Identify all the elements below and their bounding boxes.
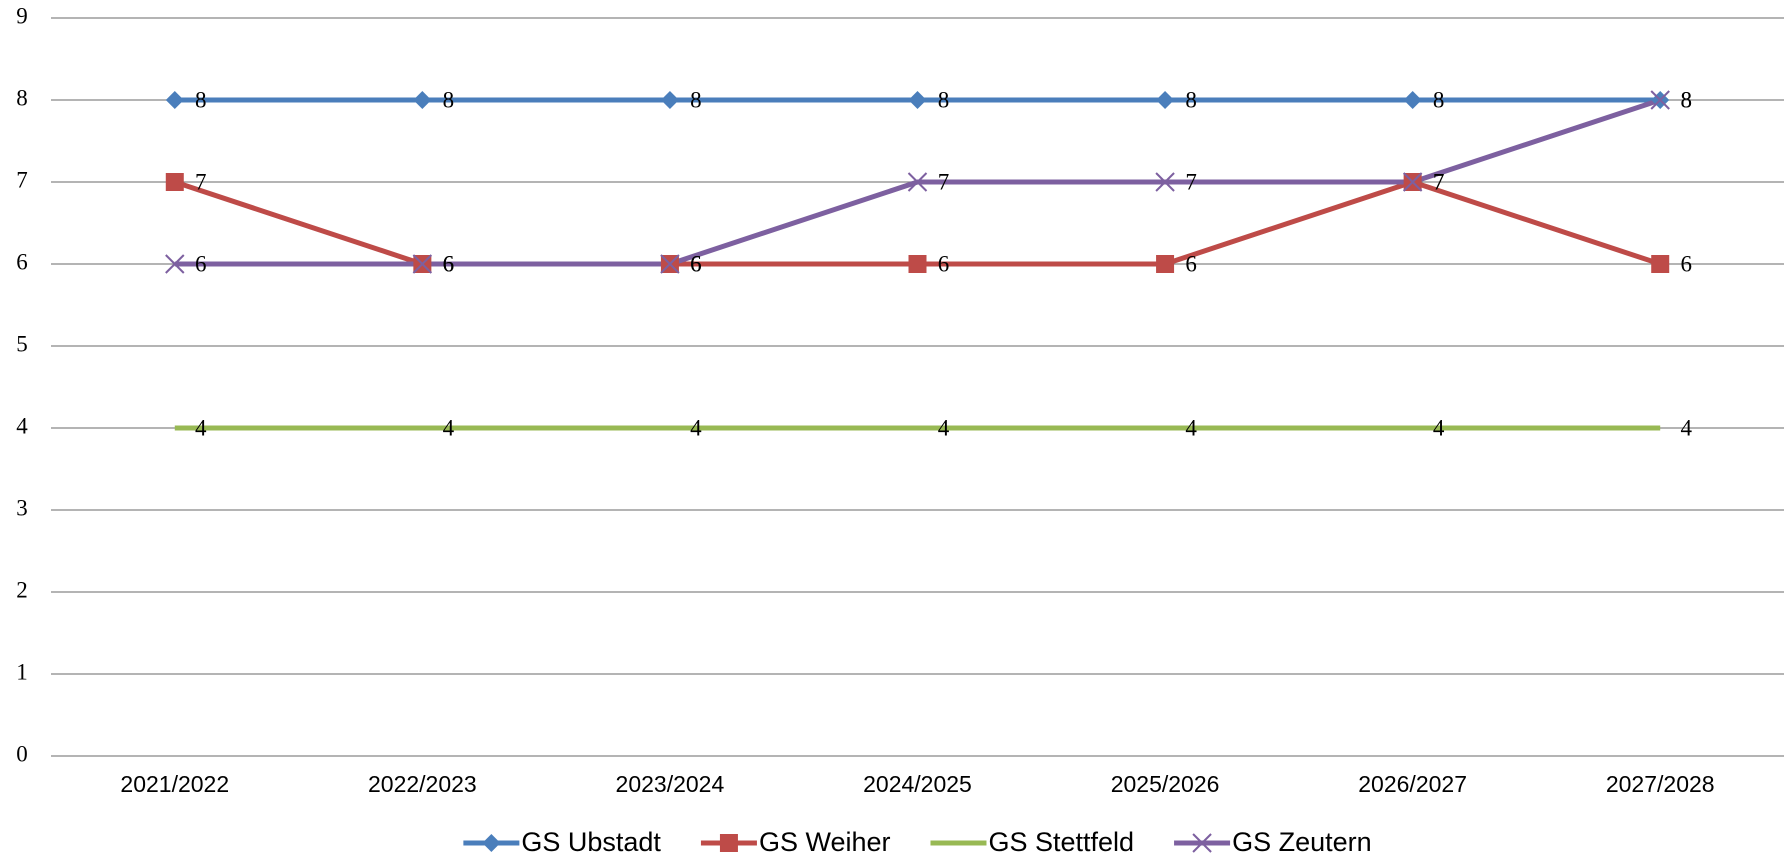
y-tick-label: 8 xyxy=(16,85,28,110)
data-label: 4 xyxy=(690,415,702,440)
data-point xyxy=(412,254,433,274)
data-label: 6 xyxy=(938,251,950,276)
legend-marker xyxy=(1192,833,1212,853)
data-label: 7 xyxy=(1433,169,1445,194)
data-point xyxy=(165,91,184,109)
data-point xyxy=(165,173,184,191)
data-point xyxy=(908,255,927,273)
legend-label: GS Weiher xyxy=(759,827,891,857)
x-tick-label: 2024/2025 xyxy=(863,771,972,797)
x-tick-label: 2027/2028 xyxy=(1606,771,1715,797)
legend-marker xyxy=(482,834,501,852)
data-label: 4 xyxy=(1680,415,1692,440)
data-label: 4 xyxy=(195,415,207,440)
data-label: 6 xyxy=(1680,251,1692,276)
data-label: 6 xyxy=(690,251,702,276)
data-label: 8 xyxy=(1680,87,1692,112)
data-label: 6 xyxy=(690,251,702,276)
data-label: 7 xyxy=(1433,169,1445,194)
y-tick-label: 2 xyxy=(16,577,28,602)
x-tick-label: 2025/2026 xyxy=(1111,771,1220,797)
data-point xyxy=(165,254,185,274)
data-label: 6 xyxy=(443,251,455,276)
data-label: 8 xyxy=(1433,87,1445,112)
data-point xyxy=(413,91,432,109)
data-label: 8 xyxy=(1680,87,1692,112)
y-tick-label: 1 xyxy=(16,659,28,684)
data-label: 7 xyxy=(938,169,950,194)
data-point xyxy=(660,91,679,109)
data-point xyxy=(1650,90,1670,110)
y-tick-label: 5 xyxy=(16,331,28,356)
data-label: 8 xyxy=(690,87,702,112)
data-point xyxy=(1651,255,1670,273)
data-label: 6 xyxy=(195,251,207,276)
y-tick-label: 6 xyxy=(16,249,28,274)
x-tick-label: 2023/2024 xyxy=(616,771,725,797)
data-point xyxy=(1402,172,1423,192)
y-tick-label: 9 xyxy=(16,3,28,28)
legend: GS Ubstadt GS Weiher GS Stettfeld GS Zeuter… xyxy=(463,827,1372,857)
y-tick-label: 0 xyxy=(16,741,28,766)
data-label: 7 xyxy=(195,169,207,194)
data-label: 4 xyxy=(1433,415,1445,440)
x-tick-label: 2021/2022 xyxy=(120,771,229,797)
data-label: 8 xyxy=(938,87,950,112)
legend-marker xyxy=(719,834,738,852)
y-tick-label: 4 xyxy=(16,413,28,438)
y-tick-label: 7 xyxy=(16,167,28,192)
data-point xyxy=(1403,91,1422,109)
data-point xyxy=(1156,255,1175,273)
data-label: 4 xyxy=(443,415,455,440)
data-label: 6 xyxy=(443,251,455,276)
data-label: 8 xyxy=(1185,87,1197,112)
data-label: 4 xyxy=(1185,415,1197,440)
x-tick-label: 2026/2027 xyxy=(1358,771,1467,797)
x-tick-label: 2022/2023 xyxy=(368,771,477,797)
legend-label: GS Ubstadt xyxy=(521,827,661,857)
data-point xyxy=(1156,91,1175,109)
data-label: 4 xyxy=(938,415,950,440)
data-label: 8 xyxy=(443,87,455,112)
legend-label: GS Stettfeld xyxy=(988,827,1134,857)
data-label: 7 xyxy=(1185,169,1197,194)
data-label: 6 xyxy=(1185,251,1197,276)
y-tick-label: 3 xyxy=(16,495,28,520)
legend-label: GS Zeutern xyxy=(1232,827,1372,857)
data-point xyxy=(907,172,928,192)
series-line xyxy=(173,179,1661,267)
data-point xyxy=(660,254,680,274)
data-point xyxy=(1155,172,1175,192)
data-point xyxy=(908,91,927,109)
data-label: 8 xyxy=(195,87,207,112)
